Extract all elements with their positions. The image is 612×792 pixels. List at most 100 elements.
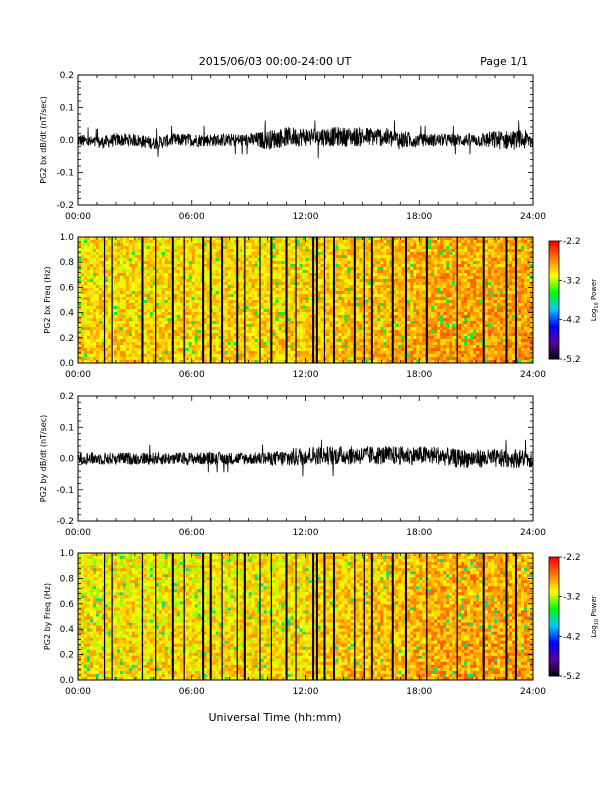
spectrogram-cell (221, 273, 226, 277)
spectrogram-cell (188, 321, 193, 325)
spectrogram-cell (239, 336, 244, 340)
spectrogram-cell (161, 252, 166, 256)
spectrogram-cell (89, 291, 94, 295)
spectrogram-cell (191, 243, 196, 247)
spectrogram-cell (374, 294, 378, 298)
spectrogram-cell (83, 252, 88, 256)
spectrogram-cell (116, 279, 121, 283)
spectrogram-cell (275, 330, 279, 334)
spectrogram-cell (299, 321, 303, 325)
spectrogram-cell (86, 315, 91, 319)
spectrogram-cell (149, 324, 154, 328)
spectrogram-cell (263, 309, 267, 313)
spectrogram-cell (164, 306, 169, 310)
spectrogram-cell (227, 243, 232, 247)
spectrogram-cell (266, 285, 270, 289)
spectrogram-cell (143, 255, 148, 259)
spectrogram-cell (386, 261, 390, 265)
spectrogram-cell (230, 267, 235, 271)
spectrogram-cell (347, 339, 351, 343)
spectrogram-cell (113, 276, 118, 280)
spectrogram-cell (338, 261, 342, 265)
spectrogram-cell (278, 342, 282, 346)
spectrogram-cell (188, 252, 193, 256)
spectrogram-cell (143, 267, 148, 271)
spectrogram-cell (299, 282, 303, 286)
spectrogram-cell (347, 252, 351, 256)
spectrogram-cell (323, 333, 327, 337)
spectrogram-cell (95, 252, 100, 256)
spectrogram-cell (401, 276, 405, 280)
spectrogram-cell (113, 261, 118, 265)
spectrogram-cell (197, 336, 202, 340)
spectrogram-cell (260, 330, 264, 334)
spectrogram-cell (173, 279, 178, 283)
spectrogram-cell (320, 261, 324, 265)
spectrogram-cell (119, 294, 124, 298)
spectrogram-cell (197, 276, 202, 280)
spectrogram-cell (236, 321, 241, 325)
spectrogram-cell (317, 297, 321, 301)
spectrogram-cell (356, 264, 360, 268)
spectrogram-cell (344, 249, 348, 253)
spectrogram-cell (119, 303, 124, 307)
spectrogram-cell (260, 318, 264, 322)
spectrogram-cell (338, 288, 342, 292)
spectrogram-cell (317, 357, 321, 361)
spectrogram-cell (137, 339, 142, 343)
spectrogram-cell (287, 324, 291, 328)
spectrogram-cell (155, 321, 160, 325)
spectrogram-cell (80, 255, 85, 259)
spectrogram-cell (158, 261, 163, 265)
spectrogram-cell (185, 345, 190, 349)
spectrogram-cell (320, 303, 324, 307)
spectrogram-cell (221, 324, 226, 328)
spectrogram-cell (296, 315, 300, 319)
spectrogram-cell (281, 297, 285, 301)
spectrogram-cell (323, 330, 327, 334)
spectrogram-cell (98, 276, 103, 280)
spectrogram-cell (188, 267, 193, 271)
spectrogram-cell (344, 351, 348, 355)
spectrogram-cell (323, 315, 327, 319)
spectrogram-cell (137, 315, 142, 319)
spectrogram-cell (206, 309, 211, 313)
spectrogram-cell (401, 339, 405, 343)
spectrogram-cell (371, 333, 375, 337)
spectrogram-cell (350, 282, 354, 286)
spectrogram-cell (299, 342, 303, 346)
spectrogram-cell (395, 324, 399, 328)
spectrogram-cell (92, 282, 97, 286)
spectrogram-cell (416, 345, 420, 349)
spectrogram-cell (98, 315, 103, 319)
spectrogram-cell (155, 258, 160, 262)
spectrogram-cell (365, 288, 369, 292)
spectrogram-cell (293, 267, 297, 271)
spectrogram-cell (125, 291, 130, 295)
spectrogram-cell (392, 297, 396, 301)
spectrogram-cell (290, 324, 294, 328)
spectrogram-cell (212, 273, 217, 277)
spectrogram-cell (356, 237, 360, 241)
spectrogram-cell (374, 264, 378, 268)
spectrogram-cell (236, 258, 241, 262)
spectrogram-cell (374, 309, 378, 313)
spectrogram-cell (248, 264, 253, 268)
spectrogram-cell (245, 339, 250, 343)
spectrogram-cell (272, 312, 276, 316)
spectrogram-cell (371, 264, 375, 268)
spectrogram-cell (326, 264, 330, 268)
spectrogram-cell (257, 261, 261, 265)
spectrogram-cell (176, 318, 181, 322)
spectrogram-cell (197, 306, 202, 310)
spectrogram-cell (296, 306, 300, 310)
spectrogram-cell (338, 339, 342, 343)
spectrogram-cell (224, 336, 229, 340)
spectrogram-cell (329, 312, 333, 316)
spectrogram-cell (263, 261, 267, 265)
spectrogram-cell (221, 246, 226, 250)
spectrogram-cell (356, 357, 360, 361)
spectrogram-cell (386, 240, 390, 244)
spectrogram-cell (323, 270, 327, 274)
spectrogram-cell (161, 258, 166, 262)
